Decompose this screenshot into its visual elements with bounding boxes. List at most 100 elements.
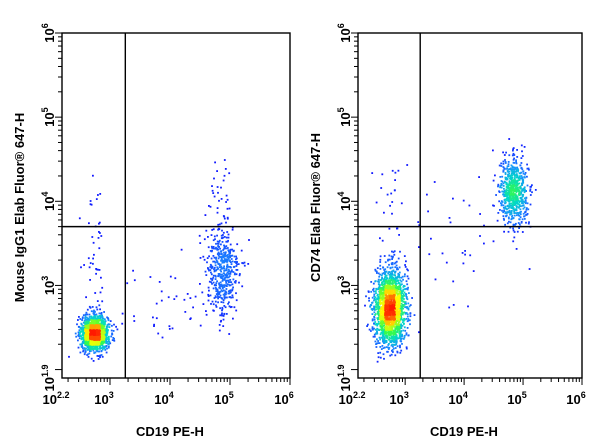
event-point bbox=[514, 170, 516, 173]
event-point bbox=[524, 189, 526, 192]
event-point bbox=[404, 266, 407, 268]
event-point bbox=[101, 343, 104, 346]
event-point bbox=[393, 305, 395, 308]
event-point bbox=[105, 341, 108, 343]
event-point bbox=[227, 302, 229, 305]
event-point bbox=[218, 255, 221, 258]
event-point bbox=[393, 292, 396, 295]
event-point bbox=[231, 248, 234, 251]
event-point bbox=[103, 345, 106, 348]
event-point bbox=[378, 305, 381, 308]
event-point bbox=[377, 352, 380, 354]
event-point bbox=[392, 311, 395, 313]
event-point bbox=[97, 329, 100, 332]
event-point bbox=[95, 325, 97, 327]
event-point bbox=[398, 332, 401, 335]
event-point bbox=[231, 226, 234, 229]
event-point bbox=[230, 270, 233, 273]
event-point bbox=[379, 324, 382, 327]
event-point bbox=[215, 242, 217, 245]
event-point bbox=[510, 168, 513, 171]
event-point bbox=[388, 227, 391, 230]
event-point bbox=[389, 281, 391, 283]
event-point bbox=[98, 325, 101, 328]
event-point bbox=[212, 228, 215, 231]
event-point bbox=[208, 289, 210, 292]
event-point bbox=[212, 239, 215, 242]
event-point bbox=[372, 328, 374, 331]
event-point bbox=[221, 229, 223, 232]
event-point bbox=[90, 203, 93, 206]
event-point bbox=[376, 360, 379, 363]
event-point bbox=[214, 264, 217, 267]
event-point bbox=[376, 323, 379, 325]
event-point bbox=[498, 191, 501, 193]
event-point bbox=[511, 174, 514, 177]
event-point bbox=[217, 223, 220, 226]
event-point bbox=[215, 293, 218, 295]
event-point bbox=[90, 319, 93, 321]
event-point bbox=[77, 319, 79, 321]
event-point bbox=[401, 310, 403, 313]
event-point bbox=[381, 284, 384, 287]
event-point bbox=[388, 328, 391, 331]
event-point bbox=[207, 295, 210, 297]
event-point bbox=[218, 199, 220, 202]
event-point bbox=[518, 175, 521, 178]
event-point bbox=[221, 312, 223, 315]
event-point bbox=[398, 301, 401, 304]
event-point bbox=[216, 292, 219, 294]
event-point bbox=[221, 260, 224, 263]
event-point bbox=[224, 276, 227, 279]
event-point bbox=[522, 204, 525, 207]
event-point bbox=[509, 190, 512, 192]
event-point bbox=[230, 296, 232, 299]
event-point bbox=[398, 288, 400, 291]
event-point bbox=[508, 194, 510, 197]
event-point bbox=[228, 305, 231, 308]
event-point bbox=[405, 347, 408, 350]
event-point bbox=[506, 211, 509, 213]
event-point bbox=[235, 273, 238, 276]
event-point bbox=[225, 236, 228, 239]
event-point bbox=[381, 173, 384, 176]
event-point bbox=[403, 291, 406, 294]
event-point bbox=[390, 328, 393, 330]
event-point bbox=[216, 240, 219, 243]
event-point bbox=[375, 304, 378, 306]
event-point bbox=[394, 337, 397, 340]
event-point bbox=[100, 276, 102, 279]
event-point bbox=[393, 333, 396, 335]
event-point bbox=[230, 261, 232, 263]
event-point bbox=[205, 274, 208, 276]
event-point bbox=[384, 335, 387, 337]
event-point bbox=[111, 339, 114, 341]
event-point bbox=[226, 240, 229, 243]
event-point bbox=[377, 272, 380, 275]
event-point bbox=[376, 298, 379, 301]
event-point bbox=[391, 332, 394, 334]
event-point bbox=[396, 275, 399, 278]
event-point bbox=[87, 330, 90, 333]
event-point bbox=[228, 253, 231, 255]
event-point bbox=[211, 278, 214, 280]
event-point bbox=[228, 273, 230, 275]
event-point bbox=[397, 281, 400, 284]
event-point bbox=[97, 315, 99, 318]
event-point bbox=[215, 304, 217, 307]
event-point bbox=[93, 315, 95, 318]
event-point bbox=[517, 203, 519, 205]
event-point bbox=[99, 327, 101, 329]
event-point bbox=[232, 250, 235, 253]
event-point bbox=[374, 321, 377, 323]
event-point bbox=[379, 313, 382, 316]
event-point bbox=[214, 238, 216, 241]
event-point bbox=[216, 170, 218, 172]
event-point bbox=[386, 302, 389, 305]
event-point bbox=[472, 270, 475, 272]
event-point bbox=[402, 329, 405, 332]
event-point bbox=[92, 324, 94, 326]
event-point bbox=[92, 360, 95, 362]
event-point bbox=[515, 222, 517, 225]
